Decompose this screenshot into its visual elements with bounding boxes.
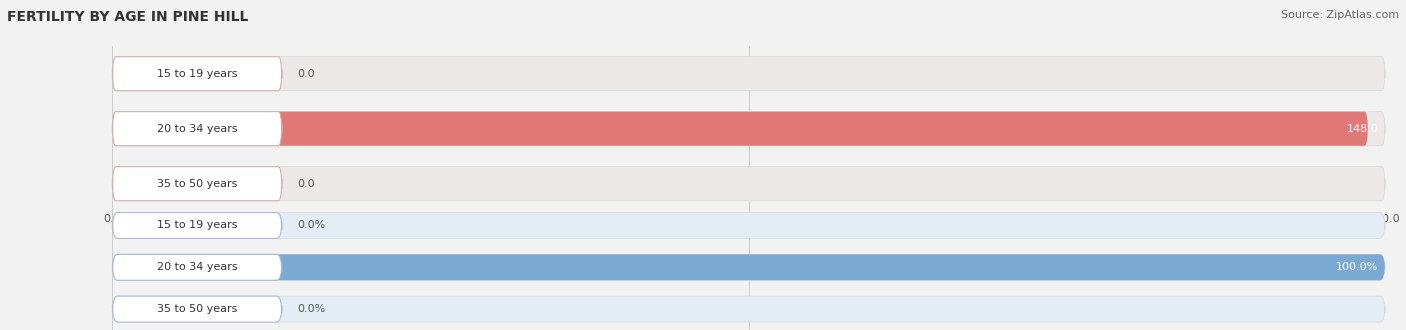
FancyBboxPatch shape: [112, 112, 1368, 146]
FancyBboxPatch shape: [112, 57, 1385, 91]
Text: 0.0%: 0.0%: [297, 304, 325, 314]
Text: 20 to 34 years: 20 to 34 years: [157, 124, 238, 134]
Text: 148.0: 148.0: [1347, 124, 1378, 134]
Text: 15 to 19 years: 15 to 19 years: [157, 220, 238, 230]
FancyBboxPatch shape: [112, 254, 1385, 280]
Text: 100.0%: 100.0%: [1336, 262, 1378, 272]
Text: 20 to 34 years: 20 to 34 years: [157, 262, 238, 272]
FancyBboxPatch shape: [112, 254, 1385, 280]
FancyBboxPatch shape: [112, 112, 281, 146]
FancyBboxPatch shape: [112, 213, 281, 239]
Text: 0.0: 0.0: [297, 69, 315, 79]
Text: FERTILITY BY AGE IN PINE HILL: FERTILITY BY AGE IN PINE HILL: [7, 10, 249, 24]
FancyBboxPatch shape: [112, 296, 1385, 322]
FancyBboxPatch shape: [112, 167, 281, 201]
Text: 0.0%: 0.0%: [297, 220, 325, 230]
FancyBboxPatch shape: [112, 296, 281, 322]
FancyBboxPatch shape: [112, 167, 1385, 201]
Text: 35 to 50 years: 35 to 50 years: [157, 304, 238, 314]
FancyBboxPatch shape: [112, 57, 281, 91]
FancyBboxPatch shape: [112, 254, 281, 280]
Text: Source: ZipAtlas.com: Source: ZipAtlas.com: [1281, 10, 1399, 20]
Text: 35 to 50 years: 35 to 50 years: [157, 179, 238, 189]
Text: 0.0: 0.0: [297, 179, 315, 189]
Text: 15 to 19 years: 15 to 19 years: [157, 69, 238, 79]
FancyBboxPatch shape: [112, 112, 1385, 146]
FancyBboxPatch shape: [112, 213, 1385, 239]
